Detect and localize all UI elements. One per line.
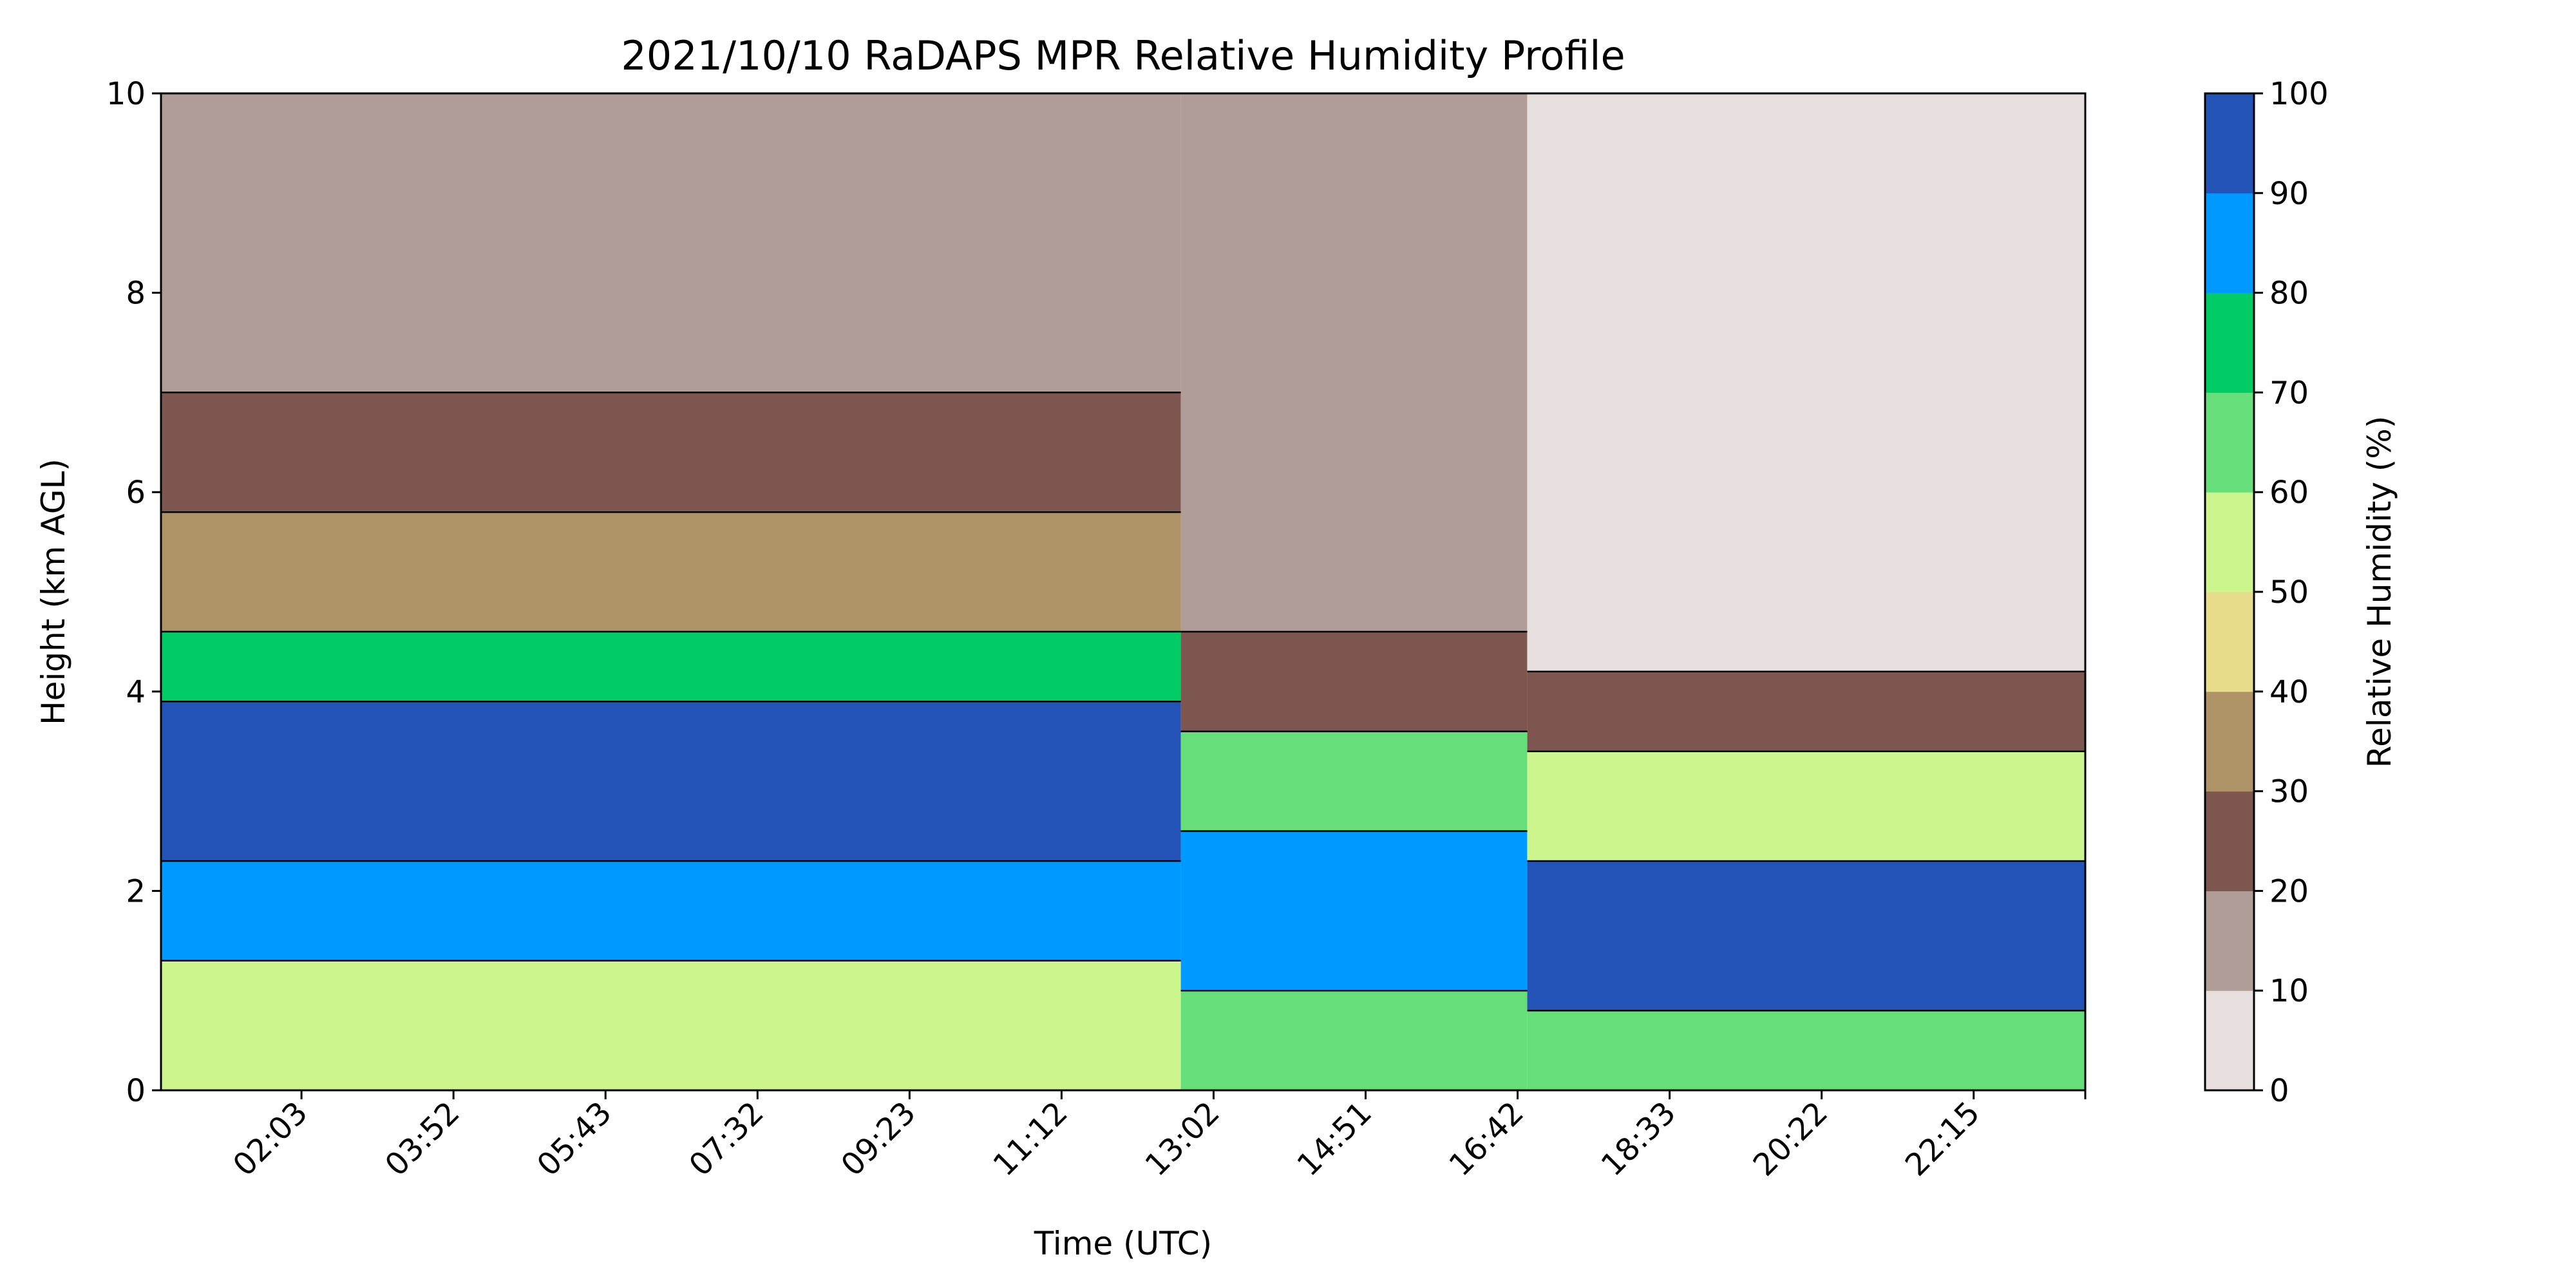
chart-title: 2021/10/10 RaDAPS MPR Relative Humidity … [621,32,1625,79]
colorbar-tick-label: 10 [2269,973,2309,1009]
colorbar-segment [2205,990,2254,1091]
contour-lines [161,392,2085,1012]
humidity-band-early_0100_1300-5 [161,392,1181,513]
humidity-band-evening_1800_2330-1 [1527,861,2085,1011]
humidity-band-early_0100_1300-4 [161,512,1181,632]
colorbar-tick-label: 100 [2269,76,2329,112]
y-tick-label: 6 [126,475,146,511]
colorbar-tick-label: 50 [2269,574,2309,611]
humidity-band-evening_1800_2330-4 [1527,93,2085,672]
colorbar-tick-label: 20 [2269,873,2309,909]
humidity-band-early_0100_1300-2 [161,701,1181,861]
colorbar-segment [2205,292,2254,393]
colorbar-title: Relative Humidity (%) [2361,416,2398,768]
colorbar: 0 10 20 30 40 50 60 70 80 90 100 [2204,76,2329,1109]
colorbar-segment [2205,592,2254,692]
humidity-band-midday_1300_1700-0 [1180,990,1528,1090]
humidity-band-early_0100_1300-6 [161,93,1181,393]
y-axis: 0 2 4 6 8 10 [106,76,161,1109]
plot-frame [160,92,2087,1092]
y-tick-label: 4 [126,674,146,710]
humidity-band-midday_1300_1700-1 [1180,831,1528,991]
colorbar-segment [2205,392,2254,493]
y-tick-label: 2 [126,873,146,909]
y-tick-label: 8 [126,276,146,312]
humidity-band-evening_1800_2330-2 [1527,751,2085,861]
y-tick-label: 0 [126,1073,146,1109]
colorbar-segment [2205,492,2254,592]
humidity-band-midday_1300_1700-3 [1180,631,1528,732]
colorbar-tick-label: 80 [2269,276,2309,312]
humidity-band-midday_1300_1700-2 [1180,731,1528,831]
humidity-band-evening_1800_2330-3 [1527,671,2085,752]
humidity-band-early_0100_1300-3 [161,631,1181,702]
y-tick-label: 10 [106,76,146,112]
humidity-band-early_0100_1300-1 [161,861,1181,961]
humidity-band-midday_1300_1700-4 [1180,93,1528,632]
y-axis-title: Height (km AGL) [35,459,72,725]
colorbar-segment [2205,791,2254,891]
colorbar-tick-label: 90 [2269,176,2309,212]
colorbar-segment [2205,93,2254,194]
colorbar-tick-label: 70 [2269,375,2309,411]
colorbar-tick-label: 60 [2269,475,2309,511]
colorbar-segment [2205,691,2254,792]
colorbar-segment [2205,891,2254,991]
colorbar-segment [2205,193,2254,294]
humidity-band-evening_1800_2330-0 [1527,1010,2085,1090]
humidity-band-early_0100_1300-0 [161,960,1181,1090]
x-axis-title: Time (UTC) [1034,1225,1212,1262]
humidity-bands [161,93,2085,1090]
colorbar-tick-label: 40 [2269,674,2309,710]
plot-area [161,93,2085,1090]
colorbar-tick-label: 30 [2269,774,2309,810]
colorbar-tick-label: 0 [2269,1073,2289,1109]
